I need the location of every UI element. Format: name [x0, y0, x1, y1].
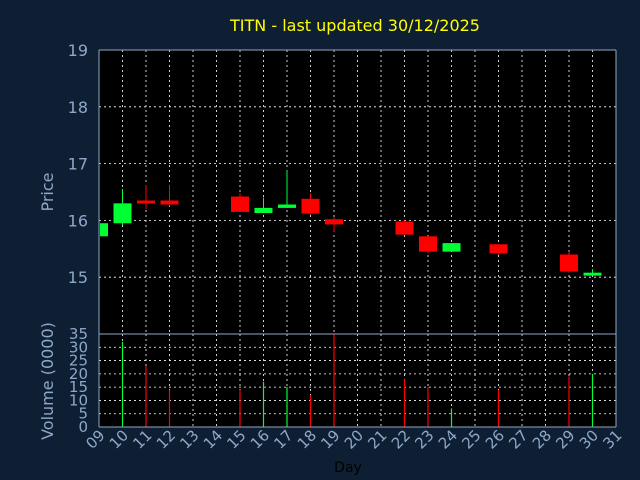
candle-day-9: [98, 223, 108, 237]
x-tick-label: 10: [106, 426, 132, 452]
candle-body: [278, 204, 296, 208]
x-tick-label: 18: [294, 426, 320, 452]
candle-body: [100, 223, 108, 237]
price-tick-label: 16: [68, 211, 88, 230]
volume-axis-label: Volume (0000): [38, 322, 57, 440]
candle-day-18: [301, 193, 320, 215]
candle-day-19: [325, 217, 343, 232]
x-tick-label: 31: [599, 426, 625, 452]
x-ticks: 0910111213141516171819202122232425262728…: [82, 426, 625, 452]
volume-tick-label: 0: [78, 418, 88, 436]
candle-body: [442, 243, 461, 252]
candle-day-23: [419, 236, 437, 254]
candle-body: [325, 219, 343, 225]
x-tick-label: 11: [129, 426, 155, 452]
candle-body: [113, 203, 132, 224]
price-panel: 15 16 17 18 19: [68, 41, 616, 334]
candle-day-29: [560, 251, 578, 273]
candle-day-30: [583, 269, 602, 276]
x-tick-label: 27: [505, 426, 531, 452]
x-tick-label: 15: [223, 426, 249, 452]
candle-body: [489, 244, 508, 254]
candle-day-10: [113, 189, 132, 225]
candle-body: [254, 207, 273, 214]
x-axis-label: Day: [334, 460, 362, 476]
price-axis-label: Price: [38, 172, 57, 211]
volume-tick-label: 35: [69, 325, 88, 343]
volume-tick-label: 10: [69, 391, 88, 409]
candle-day-15: [231, 193, 249, 212]
price-tick-label: 15: [68, 268, 88, 287]
x-tick-label: 29: [552, 426, 578, 452]
x-tick-label: 30: [576, 426, 602, 452]
x-tick-label: 23: [411, 426, 437, 452]
x-tick-label: 14: [200, 426, 226, 452]
x-tick-label: 24: [435, 426, 461, 452]
candle-body: [560, 254, 578, 272]
volume-tick-label: 15: [69, 378, 88, 396]
x-tick-label: 19: [317, 426, 343, 452]
chart-title: TITN - last updated 30/12/2025: [229, 16, 480, 35]
x-tick-label: 17: [270, 426, 296, 452]
candle-body: [583, 272, 602, 276]
x-tick-label: 20: [341, 426, 367, 452]
price-y-ticks: 15 16 17 18 19: [68, 41, 88, 287]
candle-day-24: [442, 243, 461, 252]
volume-tick-label: 20: [69, 365, 88, 383]
volume-tick-label: 30: [69, 338, 88, 356]
x-tick-label: 13: [176, 426, 202, 452]
x-tick-label: 28: [529, 426, 555, 452]
candle-day-26: [489, 244, 508, 255]
x-tick-label: 22: [388, 426, 414, 452]
x-tick-label: 21: [364, 426, 390, 452]
x-tick-label: 25: [458, 426, 484, 452]
volume-tick-label: 25: [69, 352, 88, 370]
candle-day-12: [160, 185, 179, 207]
candles: [98, 170, 602, 276]
candle-body: [231, 196, 249, 212]
candle-day-22: [395, 220, 414, 235]
candle-body: [137, 200, 155, 204]
volume-tick-label: 5: [78, 405, 88, 423]
candle-body: [395, 221, 414, 235]
candle-body: [301, 198, 320, 214]
price-gridlines: [99, 50, 616, 334]
price-tick-label: 17: [68, 155, 88, 174]
price-tick-label: 18: [68, 98, 88, 117]
candle-body: [419, 236, 437, 252]
volume-bars: [121, 334, 594, 427]
price-tick-label: 19: [68, 41, 88, 60]
x-tick-label: 26: [482, 426, 508, 452]
candle-day-17: [278, 170, 296, 208]
x-tick-label: 16: [247, 426, 273, 452]
candle-day-16: [254, 197, 273, 214]
volume-gridlines: [99, 334, 616, 427]
x-tick-label: 12: [153, 426, 179, 452]
candle-day-11: [137, 185, 155, 210]
candle-body: [160, 200, 179, 205]
